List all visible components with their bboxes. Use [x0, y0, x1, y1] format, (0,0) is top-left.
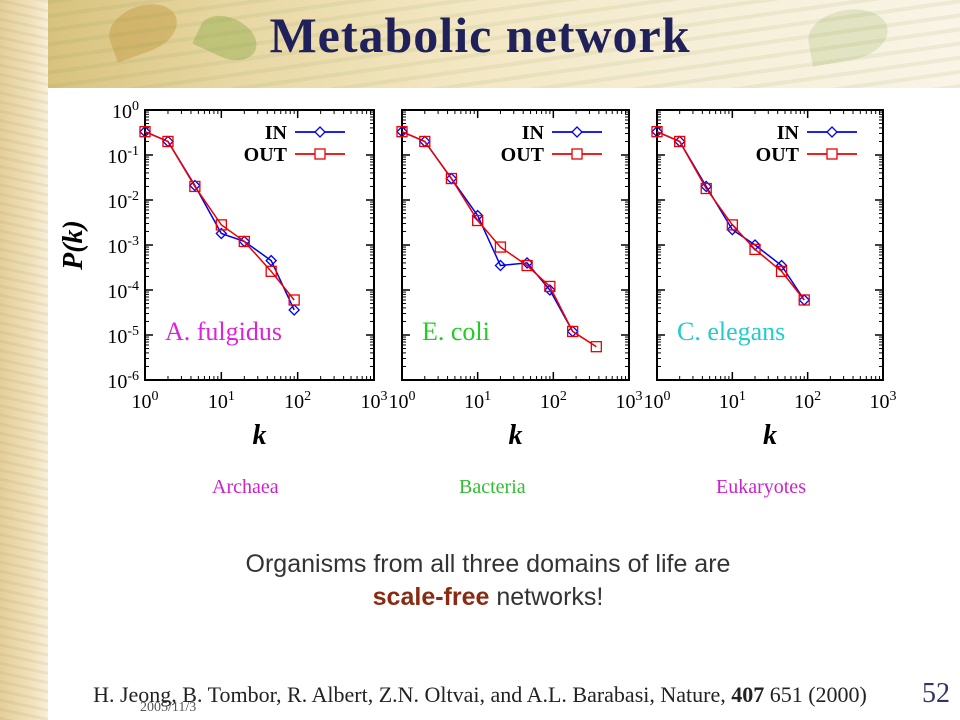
slide-title: Metabolic network — [269, 7, 691, 63]
x-tick-label: 102 — [794, 389, 821, 413]
data-point-out — [798, 294, 810, 306]
x-tick-label: 103 — [870, 389, 897, 413]
legend-label-in: IN — [777, 122, 800, 144]
data-point-in — [494, 259, 507, 272]
data-point-in — [288, 304, 301, 316]
data-point-out — [544, 280, 556, 293]
series-line-out — [656, 130, 805, 301]
conclusion-text: Organisms from all three domains of life… — [120, 548, 856, 614]
legend-marker-out — [826, 148, 838, 160]
domain-label-archaea: Archaea — [212, 476, 279, 498]
conclusion-line-2: scale-free networks! — [120, 581, 856, 614]
scale-free-emphasis: scale-free — [372, 583, 490, 611]
data-point-in — [521, 256, 534, 269]
citation-rest: 651 (2000) — [764, 682, 867, 707]
background-top-band — [48, 0, 960, 88]
x-tick-label: 100 — [132, 389, 159, 413]
legend-label-out: OUT — [756, 144, 800, 166]
x-tick-label: 103 — [616, 389, 643, 413]
legend-marker-out — [571, 148, 583, 160]
legend-label-in: IN — [265, 122, 288, 144]
organism-annotation: A. fulgidus — [165, 317, 282, 346]
y-tick-label: 10-5 — [107, 324, 139, 348]
data-point-out — [238, 235, 250, 248]
legend-marker-in — [826, 126, 838, 138]
data-point-out — [521, 259, 533, 272]
series-line-out — [144, 130, 295, 301]
y-tick-label: 10-2 — [107, 189, 139, 213]
x-tick-label: 101 — [208, 389, 235, 413]
data-point-out — [288, 294, 300, 306]
data-point-out — [396, 126, 408, 138]
organism-annotation: E. coli — [422, 317, 490, 346]
x-axis-label: k — [763, 420, 777, 451]
y-tick-label: 10-4 — [107, 279, 139, 303]
y-tick-label: 10-1 — [107, 144, 139, 168]
data-point-in — [265, 254, 278, 267]
data-point-in — [700, 180, 713, 193]
legend-marker-in — [571, 126, 583, 138]
legend-label-out: OUT — [501, 144, 545, 166]
data-point-out — [215, 219, 227, 231]
x-tick-label: 103 — [361, 389, 388, 413]
y-tick-label: 100 — [112, 99, 139, 123]
data-point-out — [651, 126, 663, 138]
legend-label-in: IN — [522, 122, 545, 144]
conclusion-line-2-rest: networks! — [489, 583, 604, 611]
data-point-out — [674, 135, 686, 148]
series-line-out — [401, 130, 597, 348]
x-tick-label: 100 — [389, 389, 416, 413]
x-tick-label: 100 — [644, 389, 671, 413]
data-point-out — [162, 135, 174, 148]
x-tick-label: 102 — [284, 389, 311, 413]
degree-distribution-charts: 100 101 102 10310010-110-210-310-410-510-6k… — [58, 99, 897, 451]
background-left-band — [0, 0, 48, 720]
data-point-out — [749, 243, 761, 256]
organism-annotation: C. elegans — [677, 317, 785, 346]
data-point-out — [494, 241, 507, 253]
data-point-out — [590, 341, 602, 353]
data-point-out — [566, 325, 579, 338]
x-tick-label: 101 — [464, 389, 491, 413]
data-point-out — [139, 126, 151, 138]
legend-marker-out — [314, 148, 326, 160]
x-axis-label: k — [509, 420, 523, 451]
data-point-out — [775, 265, 788, 277]
slide-number: 52 — [922, 678, 950, 709]
data-point-out — [472, 214, 484, 227]
data-point-out — [265, 265, 277, 277]
data-point-out — [189, 180, 201, 193]
domain-label-bacteria: Bacteria — [459, 476, 526, 498]
legend-marker-in — [314, 126, 326, 138]
x-tick-label: 101 — [719, 389, 746, 413]
y-tick-label: 10-3 — [107, 234, 139, 258]
data-point-out — [726, 219, 738, 231]
domain-label-eukaryotes: Eukaryotes — [716, 476, 806, 498]
slide-date: 2005/11/3 — [140, 700, 197, 715]
data-point-in — [215, 227, 228, 240]
citation-authors: H. Jeong, B. Tombor, R. Albert, Z.N. Olt… — [93, 682, 732, 707]
figure-panel: 100 101 102 103 100 10-1 10-2 10-3 10-4 10-5 10-6 k… — [48, 88, 900, 454]
y-axis-label: P(k) — [58, 220, 89, 271]
y-tick-label: 10-6 — [107, 369, 139, 393]
data-point-out — [445, 172, 458, 185]
x-tick-label: 102 — [540, 389, 567, 413]
data-point-out — [419, 135, 431, 148]
x-axis-label: k — [253, 420, 267, 451]
data-point-out — [700, 182, 712, 195]
chart-panel-1: 100 101 102 103 100 10-1 10-2 10-3 10-4 10-5 10-6 k… — [58, 99, 388, 451]
legend-label-out: OUT — [244, 144, 288, 166]
citation: H. Jeong, B. Tombor, R. Albert, Z.N. Olt… — [0, 682, 960, 708]
data-point-in — [543, 284, 556, 296]
data-point-in — [188, 179, 201, 192]
citation-volume: 407 — [731, 682, 765, 707]
conclusion-line-1: Organisms from all three domains of life… — [245, 550, 731, 578]
